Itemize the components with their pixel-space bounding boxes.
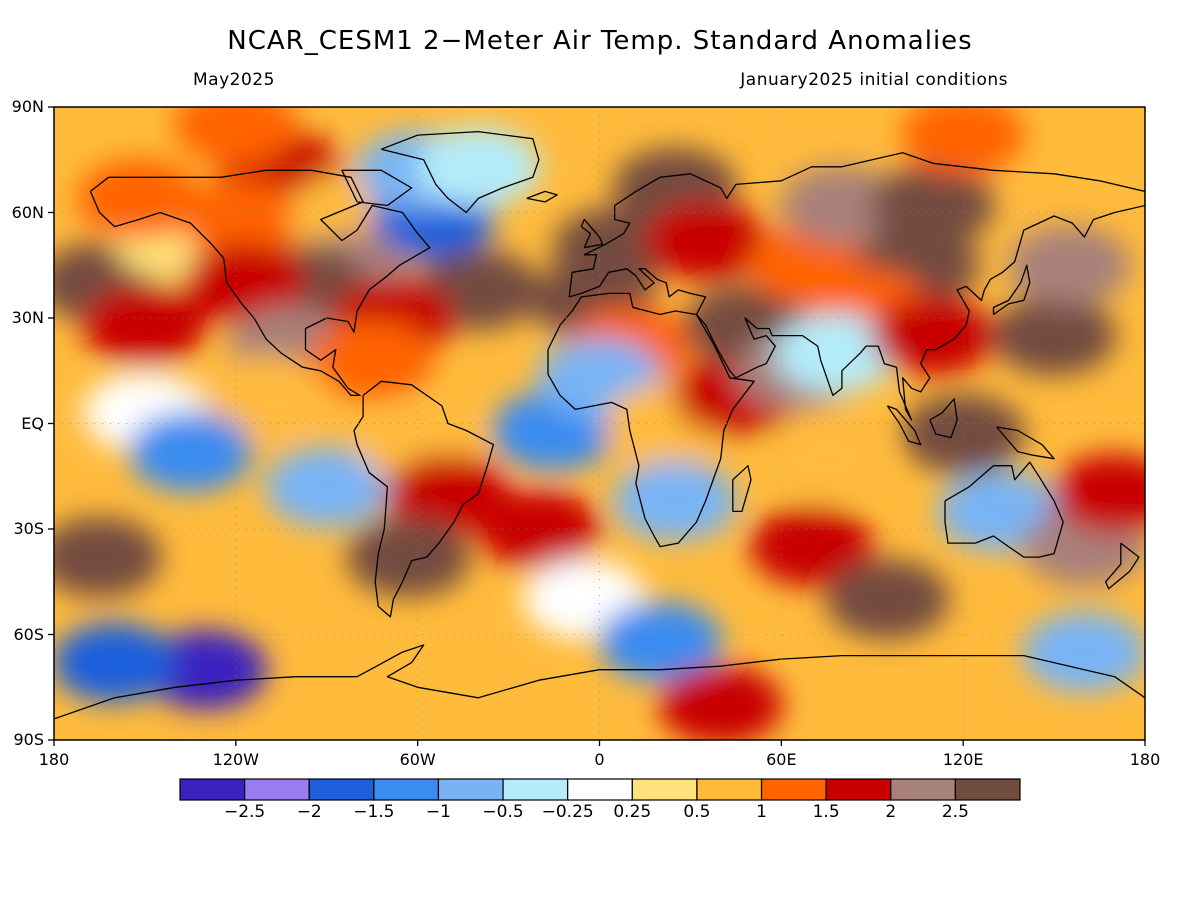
lat-label: 30S — [13, 519, 44, 538]
colorbar-label: 2.5 — [941, 802, 969, 822]
colorbar-label: −1 — [425, 802, 451, 822]
colorbar-label: −1.5 — [353, 802, 395, 822]
anomaly-region-subantarctic-indian-ocean — [825, 559, 950, 640]
anomaly-region-central-siberia — [870, 165, 995, 246]
colorbar-swatch — [373, 778, 440, 801]
colorbar-label: 0.25 — [613, 802, 652, 822]
anomaly-region-east-tropical-pacific — [204, 355, 329, 436]
lon-label: 180 — [1129, 750, 1161, 769]
coastline-madagascar — [732, 465, 752, 513]
anomaly-region-eastern-europe — [643, 200, 768, 281]
colorbar-label: 2 — [885, 802, 897, 822]
colorbar-label: 1.5 — [812, 802, 840, 822]
colorbar-label: 1 — [756, 802, 767, 822]
lat-label: EQ — [21, 413, 44, 433]
anomaly-region-argentina — [346, 517, 471, 598]
colorbar-swatch — [825, 778, 892, 801]
colorbar-label: −0.25 — [541, 802, 594, 822]
anomaly-region-ross-sea — [54, 622, 177, 703]
lon-label: 60E — [766, 750, 797, 769]
anomaly-region-south-pacific — [128, 411, 253, 492]
anomaly-region-greenland — [416, 126, 541, 207]
anomaly-region-southern-africa — [613, 460, 738, 541]
colorbar-swatch — [696, 778, 763, 801]
colorbar-swatch — [502, 778, 569, 801]
anomaly-region-northwest-pacific — [1007, 225, 1132, 306]
anomaly-region-southern-ocean-atlantic — [598, 601, 723, 682]
coastline-borneo — [929, 398, 958, 439]
anomaly-region-west-siberia — [779, 165, 904, 246]
lat-label: 90N — [11, 97, 44, 116]
colorbar-swatch — [567, 778, 633, 801]
coastline-south-america — [353, 380, 495, 618]
anomaly-region-southern-brazil — [385, 453, 510, 534]
coastline-greenland — [381, 130, 540, 214]
anomaly-region-western-pacific — [992, 295, 1117, 376]
coastline-africa — [547, 292, 755, 548]
colorbar-swatch — [954, 778, 1021, 801]
colorbar-swatch — [308, 778, 375, 801]
colorbar-swatch — [244, 778, 310, 801]
lat-label: 90S — [13, 730, 44, 749]
lon-label: 0 — [594, 750, 605, 769]
colorbar-swatch — [437, 778, 504, 801]
lat-label: 60N — [11, 202, 44, 222]
colorbar-label: −0.5 — [482, 802, 524, 822]
lon-label: 60W — [399, 750, 436, 769]
coastline-british-isles — [580, 218, 604, 249]
initial-conditions-label: January2025 initial conditions — [740, 70, 1008, 90]
coastline-sumatra — [886, 405, 922, 446]
lat-label: 60S — [13, 624, 44, 644]
coastline-north-america — [89, 169, 431, 397]
anomaly-region-caribbean — [310, 320, 435, 401]
anomaly-region-southern-ocean-pacific — [1022, 612, 1145, 693]
coastline-australia — [944, 461, 1064, 558]
coastline-iceland — [526, 190, 558, 203]
colorbar-label: −2.5 — [223, 802, 266, 822]
anomaly-region-southwest-pacific — [54, 517, 162, 598]
coastline-baffin-island — [341, 169, 413, 207]
anomaly-region-southern-china — [870, 295, 995, 376]
coastline-antarctica — [54, 644, 1145, 720]
anomaly-region-arctic-ocean-american — [173, 107, 298, 165]
coastline-eurasia — [568, 152, 1145, 421]
anomaly-region-amundsen-sea — [143, 629, 268, 710]
anomaly-region-southern-indian-ocean — [749, 506, 874, 587]
anomaly-region-arctic-ocean-siberian — [901, 107, 1026, 176]
coastline-new-guinea — [996, 426, 1055, 460]
valid-month-label: May2025 — [193, 70, 275, 90]
colorbar-swatch — [631, 778, 698, 801]
anomaly-region-south-atlantic — [476, 489, 601, 569]
colorbar-label: 0.5 — [683, 802, 711, 822]
anomaly-region-central-indian-ocean — [764, 418, 889, 499]
anomaly-region-southeast-pacific — [264, 446, 389, 527]
anomaly-region-western-canada — [179, 179, 304, 260]
anomaly-region-central-north-pacific — [82, 285, 207, 366]
anomaly-region-india — [773, 313, 898, 394]
coastline-japan — [992, 264, 1031, 316]
map-title: NCAR_CESM1 2−Meter Air Temp. Standard An… — [227, 26, 973, 56]
coastline-new-zealand — [1104, 542, 1140, 590]
colorbar-swatch — [890, 778, 956, 801]
colorbar-label: −2 — [296, 802, 322, 822]
anomaly-region-antarctica — [658, 664, 783, 740]
anomaly-region-south-pacific-subtropics — [1052, 453, 1145, 534]
lon-label: 120E — [942, 750, 984, 769]
lon-label: 120W — [212, 750, 259, 769]
colorbar-swatch — [760, 778, 827, 801]
anomaly-region-indonesia — [901, 394, 1026, 475]
colorbar-swatch — [179, 778, 246, 801]
lat-label: 30N — [11, 308, 44, 327]
lon-label: 180 — [38, 750, 70, 769]
anomaly-region-western-us — [182, 242, 307, 323]
